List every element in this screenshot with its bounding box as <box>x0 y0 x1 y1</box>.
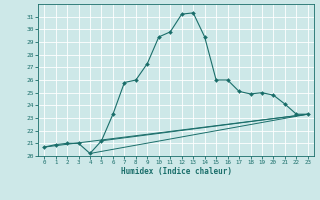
X-axis label: Humidex (Indice chaleur): Humidex (Indice chaleur) <box>121 167 231 176</box>
